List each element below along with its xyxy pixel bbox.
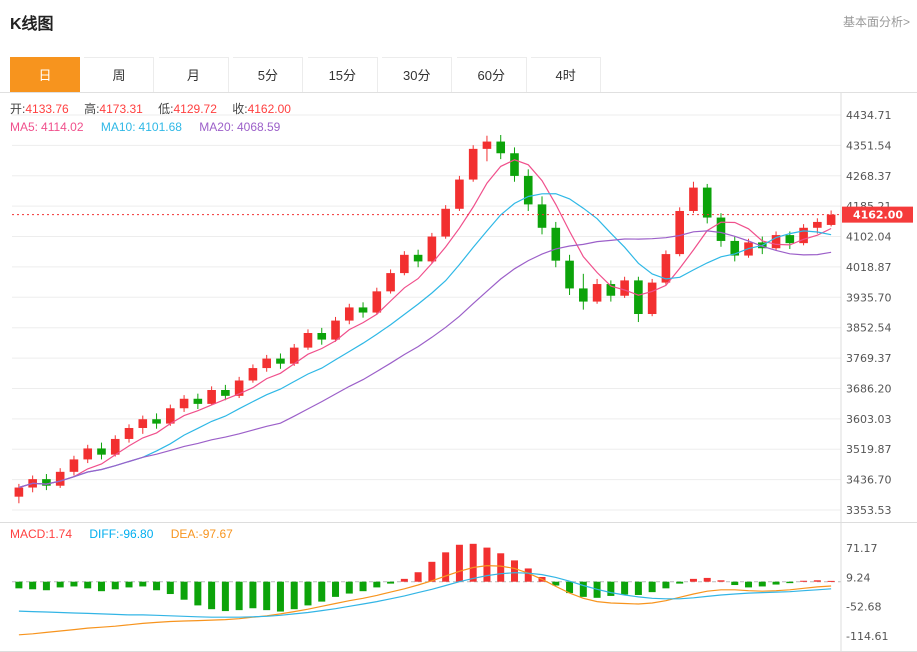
svg-text:3603.03: 3603.03 xyxy=(846,413,892,426)
page-header: K线图 基本面分析> xyxy=(0,0,917,56)
diff-group: DIFF:-96.80 xyxy=(89,527,153,541)
ma20-value: 4068.59 xyxy=(236,120,281,134)
tab-week[interactable]: 周 xyxy=(84,57,155,92)
macd-label: MACD: xyxy=(10,527,49,541)
tab-30min[interactable]: 30分 xyxy=(382,57,453,92)
low-value: 4129.72 xyxy=(173,102,217,116)
ma5-group: MA5: 4114.02 xyxy=(10,120,84,134)
ma5-label: MA5: xyxy=(10,120,39,134)
ma10-label: MA10: xyxy=(100,120,136,134)
svg-text:4434.71: 4434.71 xyxy=(846,109,892,122)
ma20-group: MA20: 4068.59 xyxy=(199,120,280,134)
open-value: 4133.76 xyxy=(25,102,69,116)
tab-4hour[interactable]: 4时 xyxy=(531,57,602,92)
ohlc-info: 开:4133.76 高:4173.31 低:4129.72 收:4162.00 xyxy=(10,100,303,117)
svg-text:4162.00: 4162.00 xyxy=(853,209,903,222)
candlestick-chart[interactable]: 4434.714351.544268.374185.214102.044018.… xyxy=(0,93,917,523)
open-label: 开: xyxy=(10,102,26,116)
high-label: 高: xyxy=(84,102,100,116)
macd-chart[interactable]: 71.17 9.24 -52.68 -114.61 xyxy=(0,523,917,652)
svg-text:3852.54: 3852.54 xyxy=(846,322,892,335)
tab-month[interactable]: 月 xyxy=(158,57,229,92)
timeframe-tabbar: 日 周 月 5分 15分 30分 60分 4时 xyxy=(0,57,917,93)
svg-text:3436.70: 3436.70 xyxy=(846,474,892,487)
close-label: 收: xyxy=(232,102,248,116)
ma20-label: MA20: xyxy=(199,120,234,134)
svg-text:4018.87: 4018.87 xyxy=(846,261,892,274)
diff-value: -96.80 xyxy=(119,527,154,541)
svg-text:-114.61: -114.61 xyxy=(846,630,888,643)
tab-day[interactable]: 日 xyxy=(10,57,80,92)
tab-60min[interactable]: 60分 xyxy=(456,57,527,92)
low-label: 低: xyxy=(158,102,174,116)
dea-label: DEA: xyxy=(170,527,199,541)
svg-text:9.24: 9.24 xyxy=(846,571,871,584)
fundamental-analysis-link[interactable]: 基本面分析> xyxy=(842,15,910,29)
svg-text:3353.53: 3353.53 xyxy=(846,504,892,517)
close-value: 4162.00 xyxy=(247,102,291,116)
svg-text:4102.04: 4102.04 xyxy=(846,231,892,244)
chart-area: 开:4133.76 高:4173.31 低:4129.72 收:4162.00 … xyxy=(0,93,917,652)
dea-group: DEA:-97.67 xyxy=(171,527,233,541)
dea-value: -97.67 xyxy=(198,527,233,541)
ma5-value: 4114.02 xyxy=(41,120,84,134)
diff-label: DIFF: xyxy=(89,527,120,541)
svg-text:71.17: 71.17 xyxy=(846,542,878,555)
svg-text:3686.20: 3686.20 xyxy=(846,382,892,395)
svg-text:-52.68: -52.68 xyxy=(846,601,881,614)
ma10-group: MA10: 4101.68 xyxy=(101,120,182,134)
tab-15min[interactable]: 15分 xyxy=(307,57,378,92)
macd-info: MACD:1.74 DIFF:-96.80 DEA:-97.67 xyxy=(10,527,247,541)
ma10-value: 4101.68 xyxy=(138,120,182,134)
svg-text:3519.87: 3519.87 xyxy=(846,443,892,456)
svg-text:4351.54: 4351.54 xyxy=(846,139,892,152)
tab-5min[interactable]: 5分 xyxy=(233,57,304,92)
page-title: K线图 xyxy=(10,16,54,33)
svg-text:3769.37: 3769.37 xyxy=(846,352,892,365)
macd-value: 1.74 xyxy=(48,527,73,541)
svg-text:3935.70: 3935.70 xyxy=(846,291,892,304)
svg-text:4268.37: 4268.37 xyxy=(846,170,892,183)
high-value: 4173.31 xyxy=(99,102,143,116)
macd-group: MACD:1.74 xyxy=(10,527,72,541)
ma-info: MA5: 4114.02 MA10: 4101.68 MA20: 4068.59 xyxy=(10,120,294,134)
